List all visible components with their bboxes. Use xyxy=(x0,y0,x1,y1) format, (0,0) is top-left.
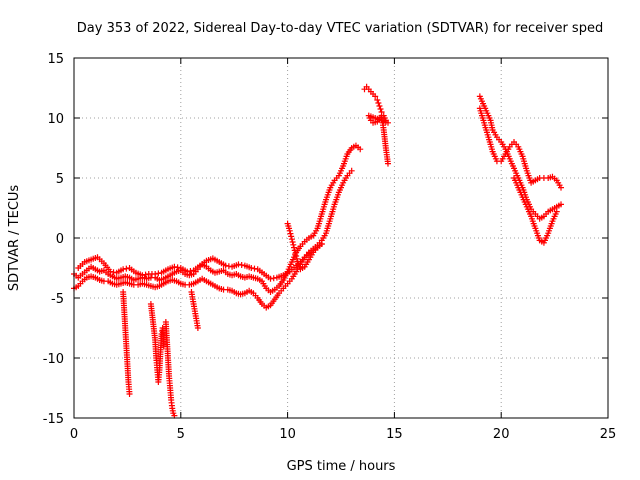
y-tick-label: -15 xyxy=(43,412,64,427)
data-point-spike-5-8h xyxy=(194,325,201,331)
data-point-spike-3-9h xyxy=(160,343,167,349)
data-point-segment-10h xyxy=(288,236,295,243)
data-point-segment-10h xyxy=(289,239,296,245)
data-point-segment-14h xyxy=(384,160,391,167)
data-point-trace-main-b xyxy=(348,167,355,174)
data-point-segment-10h xyxy=(294,258,301,265)
y-tick-label: 5 xyxy=(56,172,64,187)
y-tick-label: 10 xyxy=(47,112,64,127)
y-tick-label: -5 xyxy=(51,292,64,307)
data-point-segment-10h xyxy=(291,247,298,254)
data-point-segment-10h xyxy=(318,241,325,247)
data-point-segment-10h xyxy=(288,233,295,240)
data-point-segment-10h xyxy=(292,250,299,257)
data-point-segment-10h xyxy=(293,255,300,262)
y-tick-label: -10 xyxy=(43,352,64,367)
data-point-segment-14h xyxy=(374,97,381,103)
y-tick-label: 15 xyxy=(47,52,64,67)
x-tick-label: 0 xyxy=(70,427,78,442)
x-tick-label: 15 xyxy=(386,427,403,442)
x-tick-label: 25 xyxy=(600,427,617,442)
axis-ticks: 0 5 10 15 20 25 -15 -10 -5 0 5 10 15 xyxy=(43,52,617,442)
data-point-segment-10h xyxy=(286,227,293,234)
data-point-segment-14h xyxy=(376,103,383,109)
data-point-segment-10h xyxy=(293,253,300,259)
data-point-segment-19-23h-a xyxy=(558,201,565,208)
data-point-segment-19-23h-c xyxy=(553,208,560,215)
data-point-segment-10h xyxy=(287,230,294,237)
x-axis-label: GPS time / hours xyxy=(287,459,396,474)
data-point-segment-10h xyxy=(290,241,297,248)
grid xyxy=(74,58,608,418)
data-point-segment-14h xyxy=(372,93,379,100)
y-tick-label: 0 xyxy=(56,232,64,247)
x-tick-label: 20 xyxy=(493,427,510,442)
data-point-segment-14h xyxy=(375,100,382,106)
data-point-segment-14h xyxy=(377,106,384,112)
y-axis-label: SDTVAR / TECUs xyxy=(7,185,22,292)
x-tick-label: 10 xyxy=(279,427,296,442)
data-point-spike-2-5h xyxy=(126,391,133,397)
data-point-segment-19-23h-b xyxy=(558,184,565,191)
chart-title: Day 353 of 2022, Sidereal Day-to-day VTE… xyxy=(77,21,603,36)
data-point-trace-main-a xyxy=(357,146,364,153)
x-tick-label: 5 xyxy=(177,427,185,442)
data-marks xyxy=(71,83,565,419)
data-point-segment-10h xyxy=(291,244,298,251)
